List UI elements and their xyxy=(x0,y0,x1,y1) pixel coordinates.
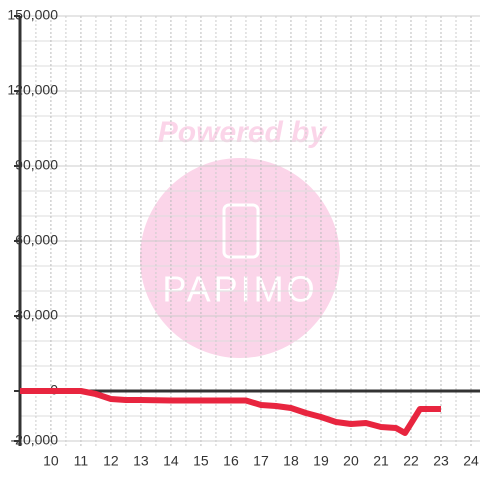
x-tick-label: 23 xyxy=(433,453,449,469)
watermark-logo: PAPIMO xyxy=(162,269,317,310)
plot xyxy=(20,388,441,436)
x-tick-label: 20 xyxy=(343,453,359,469)
x-tick-label: 14 xyxy=(163,453,179,469)
x-tick-label: 22 xyxy=(403,453,419,469)
watermark-text: Powered by xyxy=(158,116,328,149)
x-tick-label: 15 xyxy=(193,453,209,469)
y-tick-label: 150,000 xyxy=(7,7,58,23)
data-line xyxy=(20,388,441,436)
x-tick-label: 11 xyxy=(74,453,89,469)
y-tick-label: 60,000 xyxy=(15,232,58,248)
x-tick-label: 21 xyxy=(373,453,389,469)
x-tick-label: 16 xyxy=(223,453,239,469)
grid: 10 11 12 13 14 15 16 17 18 19 20 21 22 23 24-20,000030… xyxy=(7,7,480,469)
y-tick-label: 120,000 xyxy=(7,82,58,98)
y-tick-label: 90,000 xyxy=(15,157,58,173)
x-tick-label: 12 xyxy=(103,453,119,469)
x-tick-label: 13 xyxy=(133,453,149,469)
y-tick-label: 30,000 xyxy=(15,307,58,323)
x-tick-label: 10 xyxy=(43,453,59,469)
watermark-icon xyxy=(222,203,260,259)
x-tick-label: 18 xyxy=(283,453,299,469)
y-tick-label: -20,000 xyxy=(11,432,59,448)
x-tick-label: 19 xyxy=(313,453,329,469)
x-tick-label: 17 xyxy=(253,453,269,469)
x-tick-label: 24 xyxy=(463,453,479,469)
